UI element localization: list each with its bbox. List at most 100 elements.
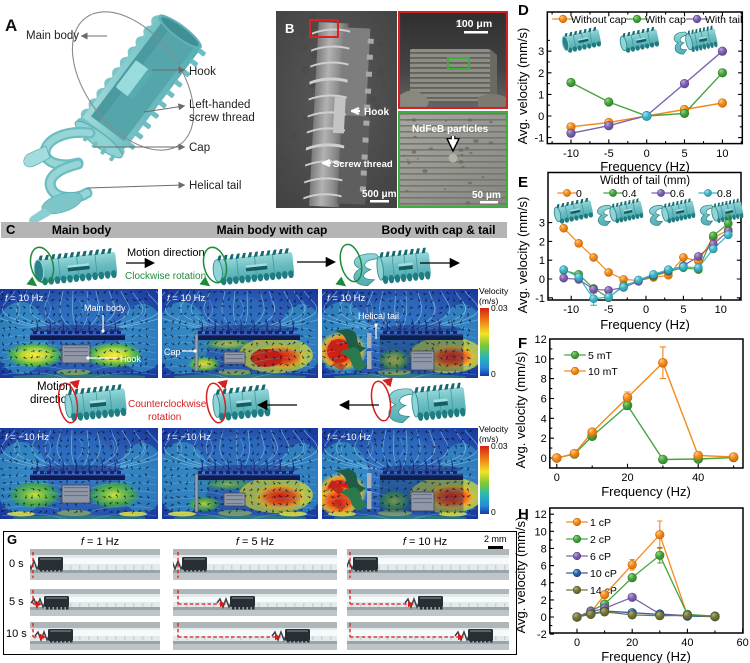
svg-text:-1: -1 bbox=[535, 293, 545, 305]
svg-text:2: 2 bbox=[539, 236, 545, 248]
svg-text:0.03: 0.03 bbox=[491, 303, 508, 313]
svg-text:8: 8 bbox=[541, 543, 547, 555]
svg-text:Clockwise rotation: Clockwise rotation bbox=[125, 271, 206, 282]
svg-text:0.03: 0.03 bbox=[491, 441, 508, 451]
svg-text:f = −10 Hz: f = −10 Hz bbox=[5, 432, 49, 443]
svg-text:6: 6 bbox=[541, 394, 547, 406]
svg-text:Frequency (Hz): Frequency (Hz) bbox=[600, 317, 690, 332]
svg-text:rotation: rotation bbox=[148, 412, 181, 423]
svg-text:A: A bbox=[5, 16, 17, 35]
svg-text:40: 40 bbox=[692, 472, 704, 484]
svg-text:f = 10 Hz: f = 10 Hz bbox=[327, 293, 366, 304]
svg-text:2: 2 bbox=[541, 595, 547, 607]
svg-text:0: 0 bbox=[491, 507, 496, 517]
svg-text:0: 0 bbox=[541, 612, 547, 624]
svg-text:60: 60 bbox=[736, 637, 748, 649]
svg-text:1: 1 bbox=[538, 89, 544, 101]
svg-text:40: 40 bbox=[681, 637, 693, 649]
svg-text:6: 6 bbox=[541, 561, 547, 573]
svg-text:f = −10 Hz: f = −10 Hz bbox=[167, 432, 211, 443]
svg-text:0: 0 bbox=[538, 111, 544, 123]
svg-text:f = −10 Hz: f = −10 Hz bbox=[327, 432, 371, 443]
svg-text:f = 10 Hz: f = 10 Hz bbox=[5, 293, 44, 304]
svg-text:20: 20 bbox=[626, 637, 638, 649]
svg-text:With cap: With cap bbox=[645, 14, 686, 26]
svg-text:Velocity: Velocity bbox=[479, 424, 509, 434]
svg-text:4: 4 bbox=[541, 578, 547, 590]
svg-text:f = 10 Hz: f = 10 Hz bbox=[167, 293, 206, 304]
svg-text:-5: -5 bbox=[604, 148, 614, 160]
svg-text:Frequency (Hz): Frequency (Hz) bbox=[601, 484, 691, 499]
svg-text:0: 0 bbox=[576, 188, 582, 200]
svg-text:10: 10 bbox=[535, 526, 547, 538]
svg-text:Cap: Cap bbox=[189, 142, 210, 154]
svg-text:3: 3 bbox=[539, 218, 545, 230]
svg-text:D: D bbox=[518, 2, 529, 19]
svg-text:0.4: 0.4 bbox=[622, 188, 637, 200]
svg-text:500 μm: 500 μm bbox=[362, 189, 397, 200]
svg-text:-5: -5 bbox=[604, 304, 614, 316]
svg-text:0.6: 0.6 bbox=[670, 188, 685, 200]
svg-text:Main body: Main body bbox=[84, 303, 126, 313]
svg-text:100 μm: 100 μm bbox=[456, 18, 492, 30]
svg-text:0: 0 bbox=[643, 304, 649, 316]
svg-text:direction: direction bbox=[30, 394, 73, 406]
svg-text:screw thread: screw thread bbox=[189, 112, 255, 124]
svg-text:0: 0 bbox=[554, 472, 560, 484]
svg-text:12: 12 bbox=[535, 334, 547, 346]
svg-text:Hook: Hook bbox=[189, 66, 216, 78]
svg-text:With tail: With tail bbox=[705, 14, 742, 26]
svg-text:1: 1 bbox=[539, 255, 545, 267]
svg-text:1 cP: 1 cP bbox=[590, 517, 611, 529]
svg-text:0: 0 bbox=[644, 148, 650, 160]
svg-text:Hook: Hook bbox=[120, 354, 142, 364]
svg-text:NdFeB particles: NdFeB particles bbox=[412, 124, 489, 135]
svg-text:Frequency (Hz): Frequency (Hz) bbox=[601, 649, 691, 663]
svg-text:2: 2 bbox=[541, 433, 547, 445]
svg-text:8: 8 bbox=[541, 374, 547, 386]
svg-text:0: 0 bbox=[574, 637, 580, 649]
svg-text:0: 0 bbox=[491, 369, 496, 379]
svg-text:Avg. velocity (mm/s): Avg. velocity (mm/s) bbox=[515, 517, 528, 634]
svg-text:-1: -1 bbox=[535, 133, 545, 145]
svg-text:H: H bbox=[518, 506, 529, 523]
svg-text:B: B bbox=[285, 21, 294, 36]
svg-text:E: E bbox=[518, 174, 528, 191]
svg-text:-2: -2 bbox=[537, 629, 547, 641]
svg-text:10: 10 bbox=[715, 304, 727, 316]
svg-text:Screw thread: Screw thread bbox=[333, 159, 393, 170]
svg-text:Helical tail: Helical tail bbox=[358, 311, 399, 321]
svg-text:0: 0 bbox=[541, 453, 547, 465]
svg-text:0.8: 0.8 bbox=[717, 188, 732, 200]
svg-text:20: 20 bbox=[621, 472, 633, 484]
svg-text:5: 5 bbox=[681, 148, 687, 160]
svg-text:5 mT: 5 mT bbox=[588, 350, 613, 362]
svg-text:Hook: Hook bbox=[364, 107, 389, 118]
svg-text:(m/s): (m/s) bbox=[479, 434, 499, 444]
svg-text:-10: -10 bbox=[563, 148, 579, 160]
svg-text:Main body: Main body bbox=[26, 30, 79, 42]
svg-text:50 μm: 50 μm bbox=[472, 190, 501, 201]
svg-text:Helical tail: Helical tail bbox=[189, 180, 241, 192]
svg-text:3: 3 bbox=[538, 46, 544, 58]
svg-text:Left-handed: Left-handed bbox=[189, 99, 250, 111]
svg-text:Without cap: Without cap bbox=[571, 14, 627, 26]
svg-text:Avg. velocity (mm/s): Avg. velocity (mm/s) bbox=[515, 352, 528, 469]
svg-text:4: 4 bbox=[541, 413, 547, 425]
svg-text:2: 2 bbox=[538, 68, 544, 80]
svg-text:Width of tail (mm): Width of tail (mm) bbox=[600, 175, 690, 187]
svg-text:-10: -10 bbox=[563, 304, 579, 316]
svg-text:5: 5 bbox=[680, 304, 686, 316]
svg-text:0: 0 bbox=[539, 274, 545, 286]
svg-text:Avg. velocity (mm/s): Avg. velocity (mm/s) bbox=[515, 197, 530, 314]
svg-text:F: F bbox=[518, 335, 527, 352]
svg-text:10 mT: 10 mT bbox=[588, 366, 618, 378]
svg-text:Counterclockwise: Counterclockwise bbox=[128, 399, 207, 410]
svg-text:10: 10 bbox=[535, 354, 547, 366]
svg-text:10: 10 bbox=[716, 148, 728, 160]
svg-text:Frequency (Hz): Frequency (Hz) bbox=[600, 159, 690, 174]
svg-text:Velocity: Velocity bbox=[479, 286, 509, 296]
svg-text:2 cP: 2 cP bbox=[590, 534, 611, 546]
svg-text:(m/s): (m/s) bbox=[479, 296, 499, 306]
svg-text:12: 12 bbox=[535, 509, 547, 521]
